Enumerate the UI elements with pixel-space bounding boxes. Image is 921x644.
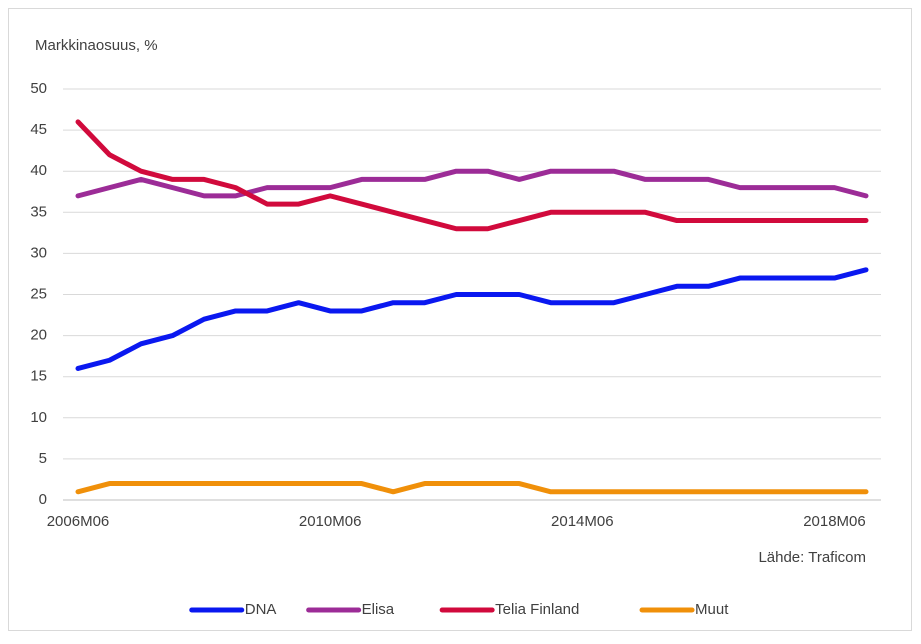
y-tick-label: 25 — [30, 285, 47, 302]
series-line — [75, 481, 869, 495]
y-tick-label: 5 — [39, 450, 47, 467]
y-tick-label: 20 — [30, 327, 47, 344]
series-line — [75, 119, 869, 232]
y-tick-label: 35 — [30, 203, 47, 220]
y-tick-label: 10 — [30, 409, 47, 426]
y-tick-label: 30 — [30, 244, 47, 261]
legend-label: Elisa — [362, 601, 395, 618]
legend-label: DNA — [245, 601, 277, 618]
y-tick-label: 40 — [30, 162, 47, 179]
y-tick-label: 45 — [30, 121, 47, 138]
x-tick-label: 2014M06 — [551, 513, 614, 530]
x-tick-label: 2010M06 — [299, 513, 362, 530]
y-tick-label: 0 — [39, 491, 47, 508]
legend-label: Telia Finland — [495, 601, 579, 618]
x-tick-label: 2018M06 — [803, 513, 866, 530]
legend-label: Muut — [695, 601, 729, 618]
chart-frame — [8, 8, 912, 631]
y-tick-label: 50 — [30, 80, 47, 97]
y-axis-label: Markkinaosuus, % — [35, 37, 158, 54]
y-tick-label: 15 — [30, 368, 47, 385]
x-tick-label: 2006M06 — [47, 513, 110, 530]
series-line — [75, 267, 869, 371]
source-note: Lähde: Traficom — [758, 549, 866, 566]
series-line — [75, 168, 869, 199]
